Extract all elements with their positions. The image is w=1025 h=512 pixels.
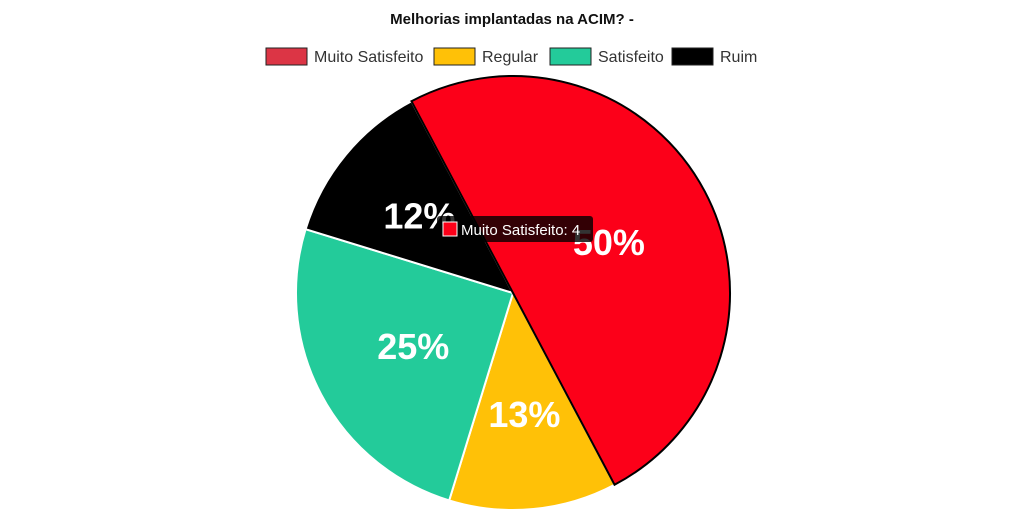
pie-slice-muito-satisfeito[interactable] bbox=[410, 75, 731, 487]
pie-slice-ruim[interactable] bbox=[304, 99, 516, 295]
tooltip-background bbox=[437, 216, 593, 242]
pie-slice-regular[interactable] bbox=[447, 290, 616, 511]
pie-slice-satisfeito[interactable] bbox=[295, 227, 515, 502]
pie-labels: 50%13%25%12% bbox=[377, 196, 645, 435]
legend-swatch-regular[interactable] bbox=[433, 47, 476, 66]
chart-tooltip: Muito Satisfeito: 4 bbox=[437, 216, 593, 242]
slice-label-satisfeito: 25% bbox=[377, 326, 449, 367]
legend-swatch-muito-satisfeito[interactable] bbox=[265, 47, 308, 66]
legend-label-satisfeito[interactable]: Satisfeito bbox=[598, 49, 664, 66]
tooltip-swatch bbox=[442, 221, 458, 237]
legend-swatch-ruim[interactable] bbox=[671, 47, 714, 66]
slice-label-regular: 13% bbox=[488, 394, 560, 435]
legend-label-regular[interactable]: Regular bbox=[482, 49, 539, 66]
tooltip-text: Muito Satisfeito: 4 bbox=[461, 222, 580, 239]
legend-label-ruim[interactable]: Ruim bbox=[720, 49, 757, 66]
chart-title: Melhorias implantadas na ACIM? - bbox=[390, 11, 634, 28]
legend-swatch-satisfeito[interactable] bbox=[549, 47, 592, 66]
pie-slices bbox=[295, 75, 731, 511]
legend-label-muito-satisfeito[interactable]: Muito Satisfeito bbox=[314, 49, 423, 66]
chart-legend: Muito Satisfeito Regular Satisfeito Ruim bbox=[265, 47, 757, 66]
